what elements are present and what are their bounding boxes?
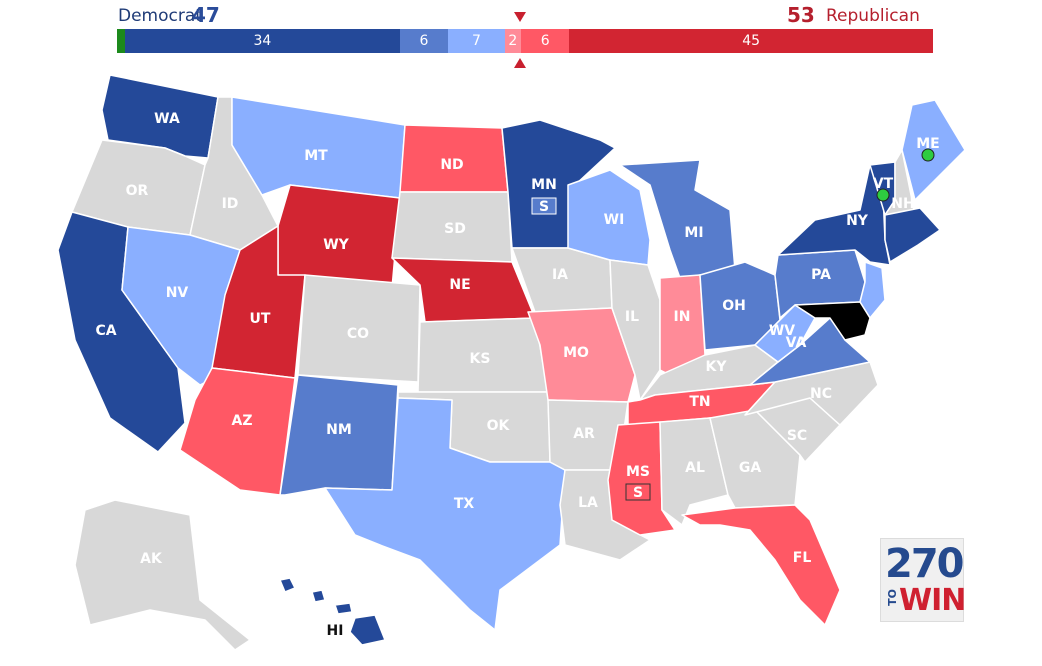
us-senate-map: WA OR CA ID NV MT WY UT AZ CO NM ND SD NE KS OK TX MN IA MO… bbox=[57, 74, 966, 651]
state-label-ca: CA bbox=[95, 323, 116, 339]
state-label-in: IN bbox=[674, 309, 691, 325]
state-label-nm: NM bbox=[326, 422, 352, 438]
independent-markers bbox=[876, 148, 935, 202]
seat-segment-safe-rep: 45 bbox=[569, 29, 933, 53]
state-label-az: AZ bbox=[232, 413, 253, 429]
special-badge-text-mn: S bbox=[539, 199, 549, 215]
state-label-oh: OH bbox=[722, 298, 746, 314]
special-badge-ms bbox=[625, 483, 651, 501]
special-badge-text-ms: S bbox=[633, 485, 643, 501]
state-label-mi: MI bbox=[684, 225, 703, 241]
state-label-mt: MT bbox=[304, 148, 328, 164]
state-label-co: CO bbox=[347, 326, 369, 342]
state-tx[interactable] bbox=[324, 397, 566, 631]
state-label-ny: NY bbox=[846, 213, 869, 229]
special-election-badges: SS bbox=[531, 197, 651, 501]
state-ma-ct-ri[interactable] bbox=[884, 207, 941, 263]
state-labels: WA OR CA ID NV MT WY UT AZ CO NM ND SD NE KS OK TX MN IA MO… bbox=[95, 111, 939, 639]
state-label-wv: WV bbox=[769, 323, 795, 339]
state-wi[interactable] bbox=[567, 169, 651, 266]
seat-segment-lean-dem: 7 bbox=[448, 29, 505, 53]
seat-segment-likely-dem: 6 bbox=[399, 29, 449, 53]
state-label-tx: TX bbox=[454, 496, 475, 512]
state-label-sd: SD bbox=[444, 221, 466, 237]
state-label-nh: NH bbox=[891, 196, 914, 212]
state-fl[interactable] bbox=[681, 504, 841, 626]
state-me[interactable] bbox=[901, 99, 966, 201]
state-label-ne: NE bbox=[449, 277, 470, 293]
independent-marker-me bbox=[921, 148, 935, 162]
state-label-nd: ND bbox=[440, 157, 463, 173]
state-hi[interactable] bbox=[279, 577, 386, 646]
state-label-wy: WY bbox=[323, 237, 349, 253]
state-label-ia: IA bbox=[552, 267, 568, 283]
state-label-ks: KS bbox=[470, 351, 491, 367]
state-label-nv: NV bbox=[166, 285, 189, 301]
state-label-hi: HI bbox=[327, 623, 344, 639]
state-label-ut: UT bbox=[250, 311, 271, 327]
state-label-mo: MO bbox=[563, 345, 589, 361]
logo-win: WIN bbox=[899, 583, 966, 618]
state-label-id: ID bbox=[222, 196, 239, 212]
state-az[interactable] bbox=[179, 367, 296, 496]
state-label-tn: TN bbox=[689, 394, 710, 410]
state-label-wa: WA bbox=[154, 111, 180, 127]
state-md-de[interactable] bbox=[794, 301, 871, 341]
state-label-vt: VT bbox=[873, 176, 894, 192]
state-label-pa: PA bbox=[811, 267, 831, 283]
independent-marker-vt bbox=[876, 188, 890, 202]
header: Democrat 47 53 Republican 34 6 7 2 6 45 bbox=[0, 0, 1042, 68]
state-label-ky: KY bbox=[706, 359, 728, 375]
seat-segment-likely-rep: 6 bbox=[520, 29, 570, 53]
republican-label: Republican bbox=[826, 6, 920, 26]
state-label-ak: AK bbox=[140, 551, 163, 567]
special-badge-mn bbox=[531, 197, 557, 215]
majority-marker-top bbox=[514, 12, 526, 22]
state-label-la: LA bbox=[578, 495, 598, 511]
logo-to: TO bbox=[886, 589, 899, 606]
state-label-va: VA bbox=[786, 335, 807, 351]
state-label-sc: SC bbox=[787, 428, 807, 444]
logo-number: 270 bbox=[885, 541, 964, 587]
state-label-ok: OK bbox=[487, 418, 511, 434]
state-label-or: OR bbox=[126, 183, 149, 199]
seat-segment-safe-dem: 34 bbox=[125, 29, 400, 53]
seat-segment-independent bbox=[117, 29, 126, 53]
state-label-al: AL bbox=[685, 460, 705, 476]
seat-segment-lean-rep: 2 bbox=[504, 29, 521, 53]
democrat-total: 47 bbox=[192, 3, 220, 27]
state-label-wi: WI bbox=[604, 212, 625, 228]
republican-total: 53 bbox=[787, 3, 815, 27]
state-label-ga: GA bbox=[739, 460, 761, 476]
state-label-mn: MN bbox=[531, 177, 557, 193]
state-il[interactable] bbox=[609, 259, 661, 401]
state-label-ar: AR bbox=[573, 426, 595, 442]
state-label-me: ME bbox=[916, 136, 940, 152]
state-label-nc: NC bbox=[810, 386, 832, 402]
state-label-fl: FL bbox=[793, 550, 812, 566]
state-ut[interactable] bbox=[211, 225, 306, 379]
democrat-label: Democrat bbox=[118, 6, 202, 26]
270towin-logo[interactable]: 270 TO WIN bbox=[880, 538, 966, 622]
state-ak[interactable] bbox=[74, 499, 251, 651]
state-label-ms: MS bbox=[626, 464, 650, 480]
seat-bar: 34 6 7 2 6 45 bbox=[117, 29, 933, 53]
majority-marker-bottom bbox=[514, 58, 526, 68]
state-label-il: IL bbox=[625, 309, 639, 325]
